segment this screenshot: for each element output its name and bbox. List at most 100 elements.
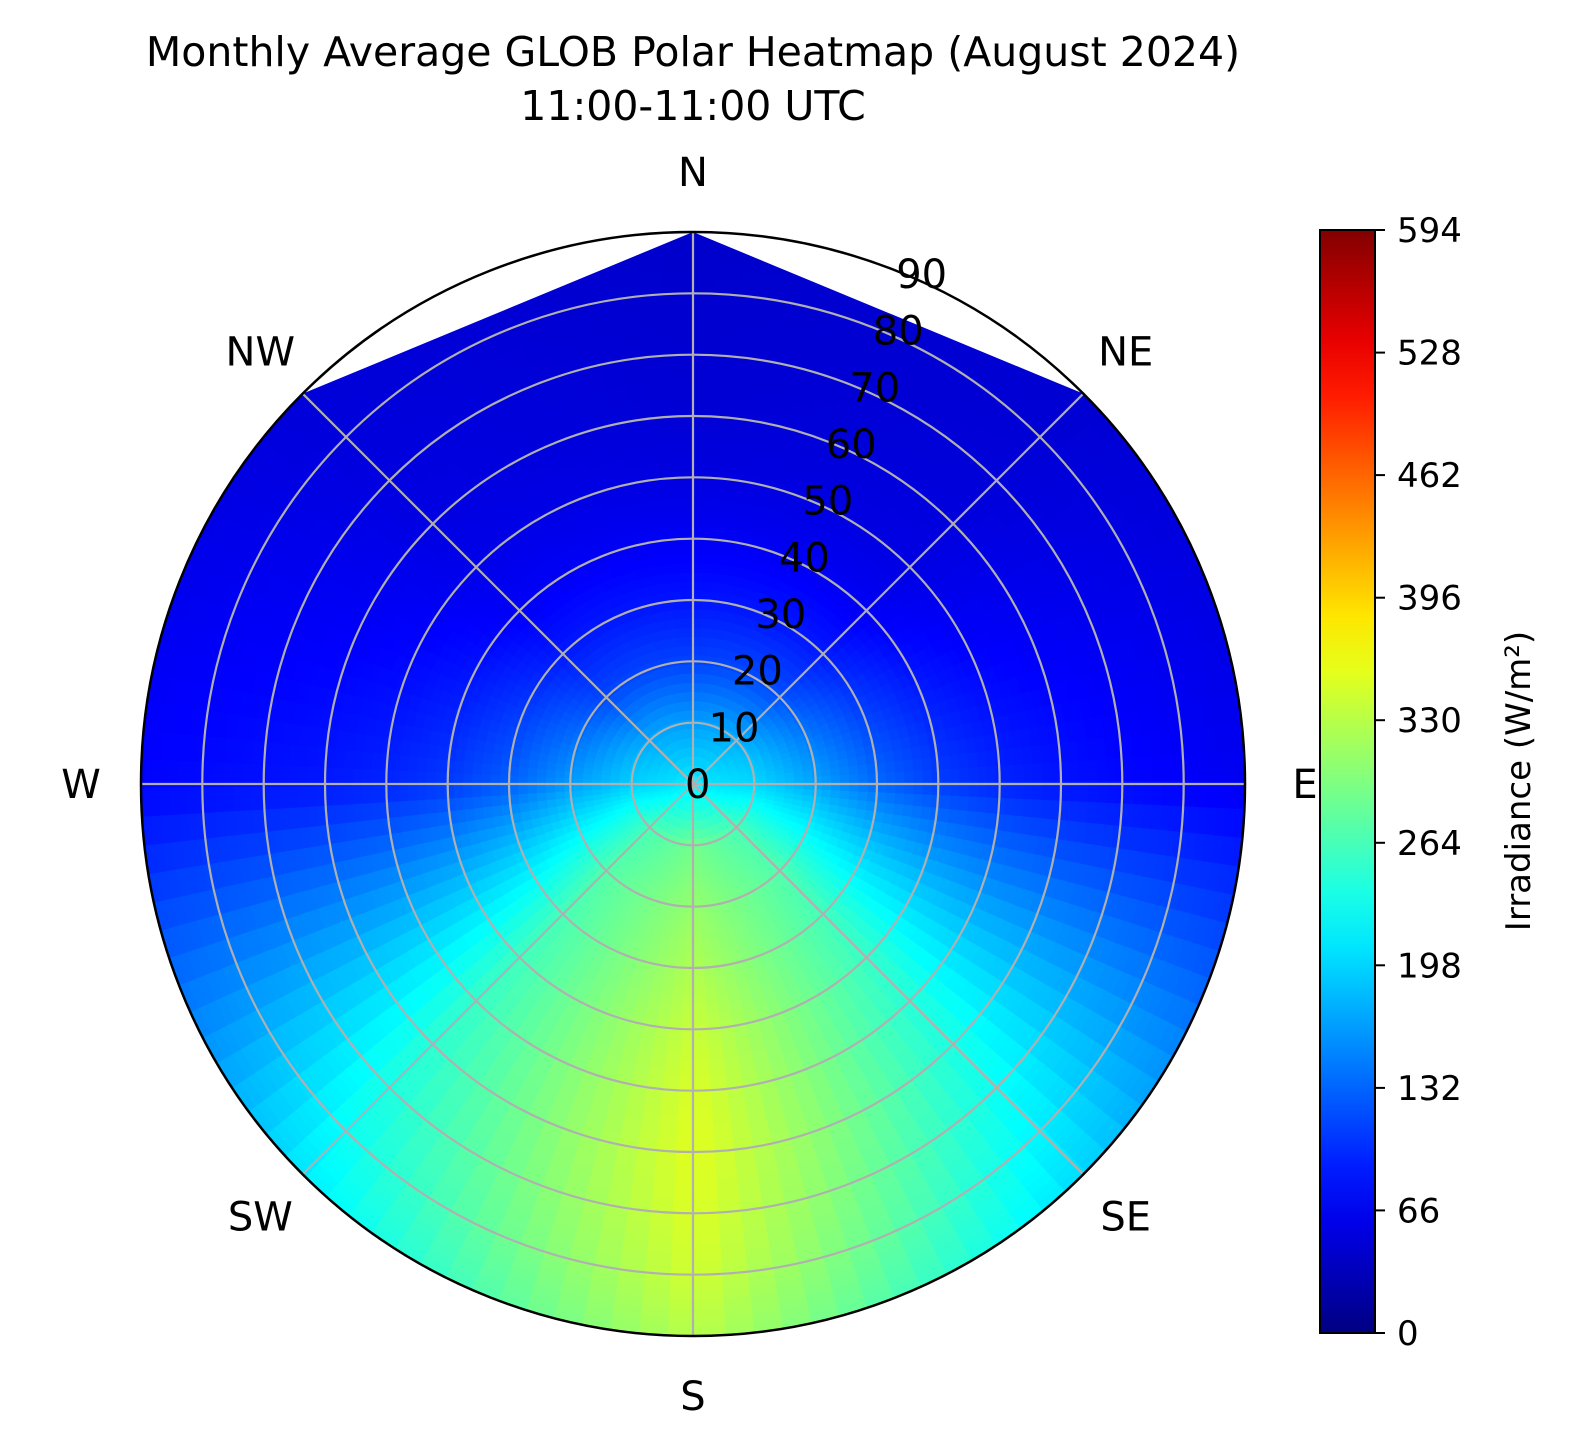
heatmap-cell [679, 757, 686, 768]
heatmap-cell [713, 801, 724, 811]
heatmap-cell [702, 779, 713, 783]
heatmap-cell [693, 793, 697, 805]
heatmap-cell [737, 790, 750, 797]
heatmap-cell [680, 828, 687, 841]
chart-subtitle: 11:00-11:00 UTC [520, 82, 865, 130]
heatmap-cell [656, 769, 668, 776]
heatmap-cell [784, 772, 796, 780]
heatmap-cell [684, 745, 689, 757]
heatmap-cell [695, 802, 700, 814]
heatmap-cell [764, 798, 776, 807]
heatmap-cell [654, 753, 665, 763]
heatmap-cell [717, 766, 729, 773]
heatmap-cell [720, 786, 732, 791]
heatmap-cell [683, 755, 689, 767]
heatmap-cell [702, 709, 710, 722]
heatmap-cell [674, 787, 685, 794]
heatmap-cell [705, 749, 713, 761]
heatmap-cell [673, 846, 681, 858]
heatmap-cell [662, 745, 672, 756]
heatmap-cell [700, 737, 706, 749]
heatmap-cell [665, 844, 674, 856]
heatmap-cell [688, 764, 692, 775]
heatmap-cell [664, 788, 676, 794]
heatmap-cell [706, 807, 715, 818]
heatmap-cell [652, 803, 664, 813]
heatmap-cell [704, 797, 713, 807]
heatmap-cell [711, 777, 723, 782]
heatmap-cell [656, 792, 668, 799]
heatmap-cell [709, 791, 720, 798]
heatmap-cell [688, 754, 692, 766]
heatmap-cell [643, 752, 655, 762]
heatmap-cell [732, 755, 744, 764]
heatmap-cell [694, 792, 699, 804]
heatmap-cell [700, 789, 711, 796]
heatmap-cell [702, 758, 710, 769]
heatmap-cell [793, 771, 806, 780]
heatmap-cell [700, 819, 706, 831]
heatmap-cell [675, 738, 682, 750]
heatmap-cell [710, 774, 722, 780]
heatmap-cell [702, 798, 711, 809]
heatmap-cell [648, 764, 660, 772]
heatmap-cell [669, 711, 677, 723]
heatmap-cell [727, 793, 740, 800]
heatmap-cell [734, 760, 747, 768]
heatmap-cell [651, 802, 663, 811]
heatmap-cell [664, 773, 676, 779]
heatmap-cell [753, 756, 765, 765]
heatmap-cell [701, 747, 708, 759]
heatmap-cell [664, 733, 673, 745]
heatmap-cell [682, 765, 689, 777]
heatmap-cell [722, 803, 734, 813]
heatmap-cell [673, 739, 681, 751]
heatmap-cell [680, 810, 686, 822]
heatmap-cell [707, 794, 717, 803]
heatmap-cell [701, 787, 712, 793]
heatmap-cell [725, 798, 737, 806]
heatmap-cell [719, 791, 731, 797]
heatmap-cell [714, 745, 724, 756]
heatmap-cell [680, 756, 687, 768]
heatmap-cell [725, 762, 737, 770]
heatmap-cell [682, 819, 688, 832]
heatmap-cell [660, 798, 671, 807]
heatmap-cell [669, 845, 677, 857]
heatmap-cell [707, 765, 717, 774]
heatmap-cell [660, 761, 671, 770]
heatmap-cell [697, 755, 703, 767]
heatmap-cell [710, 773, 722, 779]
heatmap-cell [700, 810, 706, 822]
heatmap-cell [686, 754, 691, 766]
heatmap-cell [666, 824, 675, 837]
heatmap-cell [673, 797, 682, 807]
heatmap-cell [661, 734, 671, 746]
heatmap-cell [710, 788, 722, 794]
heatmap-cell [637, 766, 650, 773]
heatmap-cell [664, 813, 674, 825]
heatmap-cell [721, 805, 732, 815]
heatmap-cell [709, 711, 717, 723]
heatmap-cell [673, 785, 684, 789]
heatmap-cell [712, 712, 721, 724]
heatmap-cell [699, 756, 706, 768]
heatmap-cell [697, 766, 705, 777]
heatmap-cell [656, 793, 668, 800]
heatmap-cell [656, 768, 668, 775]
heatmap-cell [674, 773, 686, 780]
heatmap-cell [676, 846, 684, 859]
heatmap-cell [698, 791, 706, 801]
heatmap-cell [611, 757, 624, 766]
heatmap-cell [677, 818, 684, 831]
heatmap-cell [695, 792, 701, 804]
heatmap-cell [700, 788, 712, 795]
heatmap-cell [710, 753, 720, 764]
heatmap-cell [713, 757, 724, 767]
heatmap-cell [671, 816, 679, 828]
heatmap-cell [637, 793, 649, 800]
heatmap-cell [675, 759, 684, 770]
heatmap-cell [707, 740, 715, 752]
heatmap-cell [702, 799, 710, 810]
heatmap-cell [654, 777, 666, 782]
